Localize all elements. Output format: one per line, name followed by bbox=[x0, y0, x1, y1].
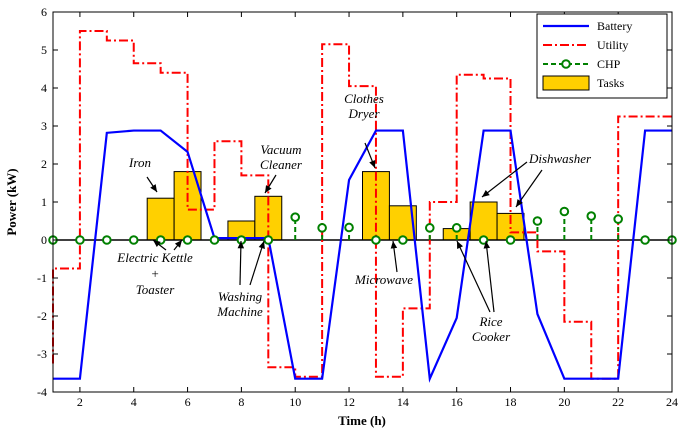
chp-point bbox=[640, 235, 650, 245]
annotation-microwave: Microwave bbox=[354, 272, 413, 287]
x-tick-label: 4 bbox=[131, 395, 137, 409]
y-tick-label: -4 bbox=[37, 385, 47, 399]
y-tick-label: 1 bbox=[41, 195, 47, 209]
annotation-iron: Iron bbox=[128, 155, 151, 170]
annotation-arrowhead bbox=[516, 199, 523, 207]
utility-series bbox=[52, 30, 672, 380]
chp-point bbox=[532, 216, 543, 226]
x-tick-label: 6 bbox=[185, 395, 191, 409]
y-tick-label: 2 bbox=[41, 157, 47, 171]
chp-point bbox=[586, 211, 597, 221]
chp-point bbox=[317, 223, 327, 233]
task-bar bbox=[469, 201, 498, 241]
legend-label: Tasks bbox=[597, 76, 624, 90]
chp-point bbox=[344, 222, 354, 233]
chp-point bbox=[613, 214, 623, 224]
annotations: Iron Vacuum Cleaner Clothes Dryer Dishwasher E… bbox=[116, 91, 592, 344]
annotation-arrowhead bbox=[482, 189, 490, 197]
annotation-arrowhead bbox=[369, 160, 376, 168]
annotation-arrow bbox=[481, 161, 528, 198]
x-tick-label: 22 bbox=[612, 395, 624, 409]
chp-point bbox=[128, 235, 139, 245]
annotation-arrow bbox=[456, 240, 491, 313]
annotation-arrowhead bbox=[237, 241, 245, 249]
annotation-kettle: Electric Kettle + Toaster bbox=[116, 250, 193, 297]
annotation-dishwasher: Dishwasher bbox=[528, 151, 592, 166]
x-tick-label: 16 bbox=[451, 395, 463, 409]
annotation-arrow bbox=[515, 169, 543, 208]
x-tick-label: 14 bbox=[397, 395, 409, 409]
chp-point bbox=[398, 235, 408, 245]
x-tick-label: 8 bbox=[238, 395, 244, 409]
annotation-arrowhead bbox=[150, 184, 157, 192]
x-tick-label: 24 bbox=[666, 395, 678, 409]
y-axis-label: Power (kW) bbox=[4, 168, 19, 235]
x-tick-label: 12 bbox=[343, 395, 355, 409]
chp-point bbox=[290, 212, 301, 222]
chp-point bbox=[424, 223, 435, 233]
chp-point bbox=[559, 206, 570, 217]
annotation-arrow bbox=[249, 240, 265, 286]
y-tick-label: 5 bbox=[41, 43, 47, 57]
y-tick-label: -3 bbox=[37, 347, 47, 361]
annotation-rice: Rice Cooker bbox=[472, 314, 511, 344]
legend-swatch-tasks bbox=[542, 75, 590, 91]
legend-label: Battery bbox=[597, 19, 632, 33]
chp-point bbox=[75, 235, 85, 245]
y-tick-label: -2 bbox=[37, 309, 47, 323]
annotation-arrow bbox=[239, 240, 242, 286]
chp-point bbox=[102, 235, 112, 245]
legend-label: Utility bbox=[597, 38, 628, 52]
annotation-arrowhead bbox=[265, 185, 272, 193]
chp-point bbox=[182, 235, 193, 245]
battery-series bbox=[53, 129, 672, 383]
y-tick-label: 6 bbox=[41, 5, 47, 19]
x-tick-label: 2 bbox=[77, 395, 83, 409]
chp-point bbox=[505, 235, 516, 245]
annotation-arrowhead bbox=[457, 241, 464, 249]
x-tick-label: 10 bbox=[289, 395, 301, 409]
annotation-vacuum: Vacuum Cleaner bbox=[260, 142, 303, 172]
y-tick-label: 4 bbox=[41, 81, 47, 95]
annotation-arrowhead bbox=[390, 241, 398, 249]
y-tick-label: -1 bbox=[37, 271, 47, 285]
x-tick-label: 18 bbox=[505, 395, 517, 409]
annotation-arrow bbox=[485, 240, 495, 313]
battery-line bbox=[53, 129, 672, 383]
annotation-arrowhead bbox=[153, 240, 161, 248]
chp-point bbox=[209, 235, 220, 245]
chp-point bbox=[371, 235, 381, 245]
task-bar bbox=[146, 197, 175, 241]
utility-line bbox=[52, 30, 672, 380]
annotation-arrowhead bbox=[483, 241, 491, 249]
x-tick-label: 20 bbox=[558, 395, 570, 409]
legend-marker-chp bbox=[561, 59, 571, 69]
annotation-dryer: Clothes Dryer bbox=[344, 91, 384, 121]
legend-label: CHP bbox=[597, 57, 621, 71]
annotation-washing: Washing Machine bbox=[216, 289, 263, 319]
annotation-arrowhead bbox=[174, 240, 182, 248]
y-tick-label: 0 bbox=[41, 233, 47, 247]
chp-point bbox=[451, 223, 462, 233]
chp-point bbox=[263, 235, 274, 245]
x-axis-label: Time (h) bbox=[338, 413, 386, 428]
annotation-arrowhead bbox=[258, 241, 265, 249]
legend: Battery Utility CHP Tasks bbox=[536, 13, 668, 99]
y-tick-label: 3 bbox=[41, 119, 47, 133]
